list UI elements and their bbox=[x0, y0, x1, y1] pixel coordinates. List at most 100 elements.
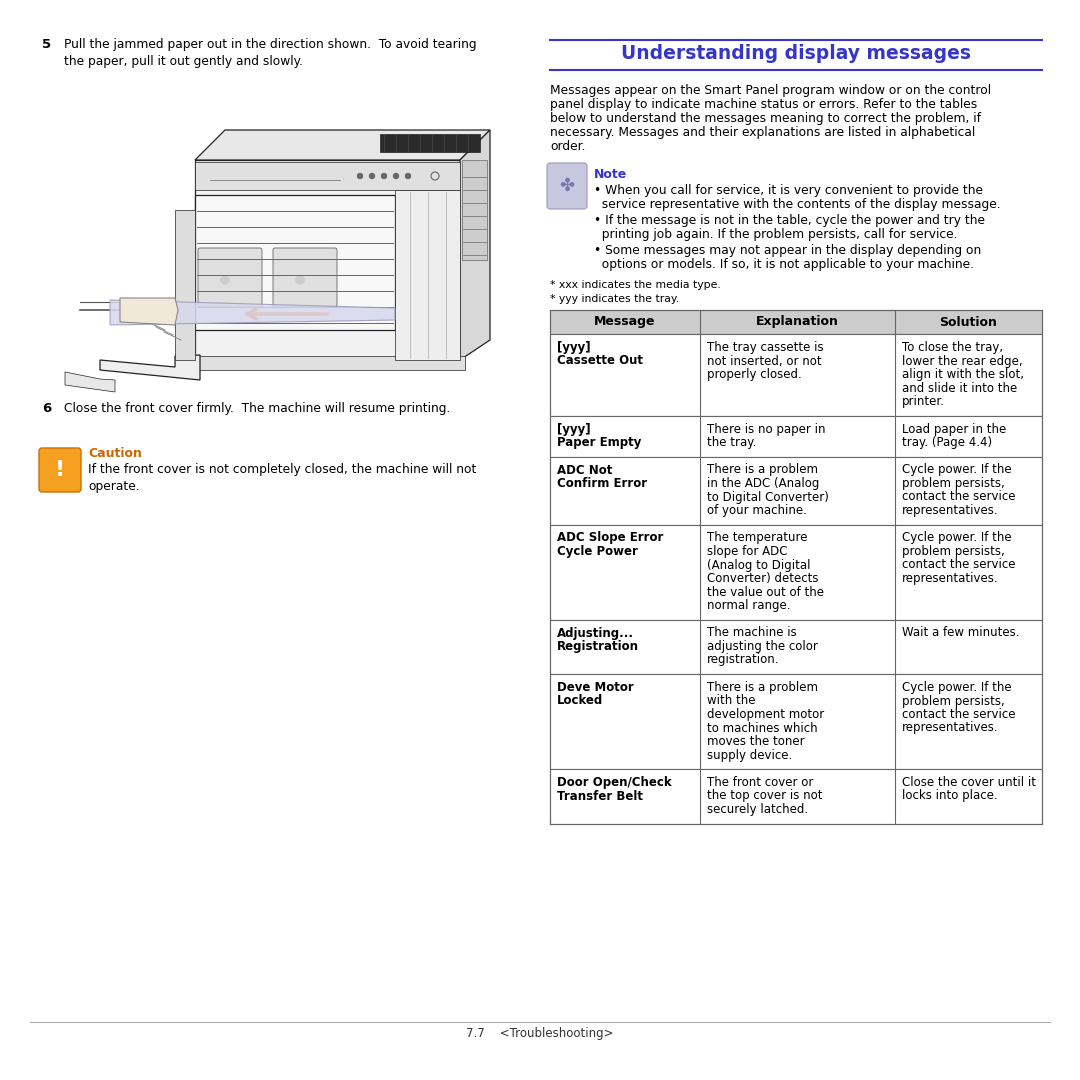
Text: Caution: Caution bbox=[87, 447, 141, 460]
Text: 6: 6 bbox=[42, 402, 51, 415]
Text: !: ! bbox=[55, 460, 65, 480]
Text: Close the front cover firmly.  The machine will resume printing.: Close the front cover firmly. The machin… bbox=[64, 402, 450, 415]
Text: Close the cover until it: Close the cover until it bbox=[902, 777, 1036, 789]
Text: with the: with the bbox=[707, 694, 756, 707]
FancyBboxPatch shape bbox=[550, 674, 1042, 769]
Text: problem persists,: problem persists, bbox=[902, 477, 1004, 490]
Text: printing job again. If the problem persists, call for service.: printing job again. If the problem persi… bbox=[594, 228, 958, 241]
Text: ADC Slope Error: ADC Slope Error bbox=[557, 531, 663, 544]
FancyBboxPatch shape bbox=[462, 160, 487, 260]
Text: The front cover or: The front cover or bbox=[707, 777, 813, 789]
Text: order.: order. bbox=[550, 140, 585, 153]
Polygon shape bbox=[120, 298, 178, 325]
Text: the value out of the: the value out of the bbox=[707, 585, 824, 598]
Text: options or models. If so, it is not applicable to your machine.: options or models. If so, it is not appl… bbox=[594, 258, 974, 271]
Text: • If the message is not in the table, cycle the power and try the: • If the message is not in the table, cy… bbox=[594, 214, 985, 227]
Text: representatives.: representatives. bbox=[902, 572, 999, 585]
Text: to machines which: to machines which bbox=[707, 721, 818, 734]
Text: The tray cassette is: The tray cassette is bbox=[707, 341, 824, 354]
FancyBboxPatch shape bbox=[198, 248, 262, 307]
Text: development motor: development motor bbox=[707, 708, 824, 721]
FancyBboxPatch shape bbox=[550, 769, 1042, 823]
Text: Transfer Belt: Transfer Belt bbox=[557, 789, 643, 802]
Text: of your machine.: of your machine. bbox=[707, 504, 807, 517]
FancyBboxPatch shape bbox=[273, 248, 337, 307]
Text: printer.: printer. bbox=[902, 395, 945, 408]
Polygon shape bbox=[460, 130, 490, 360]
Text: lower the rear edge,: lower the rear edge, bbox=[902, 354, 1023, 367]
Text: The temperature: The temperature bbox=[707, 531, 808, 544]
Text: Cycle power. If the: Cycle power. If the bbox=[902, 681, 1012, 694]
FancyBboxPatch shape bbox=[175, 210, 195, 360]
Text: normal range.: normal range. bbox=[707, 599, 791, 612]
Text: in the ADC (Analog: in the ADC (Analog bbox=[707, 477, 820, 490]
Text: Explanation: Explanation bbox=[756, 315, 839, 328]
Text: Solution: Solution bbox=[940, 315, 998, 328]
Text: * yyy indicates the tray.: * yyy indicates the tray. bbox=[550, 294, 679, 303]
Text: securely latched.: securely latched. bbox=[707, 804, 808, 816]
Text: Adjusting...: Adjusting... bbox=[557, 626, 634, 639]
FancyBboxPatch shape bbox=[380, 134, 480, 152]
Text: moves the toner: moves the toner bbox=[707, 735, 805, 748]
Text: Cycle power. If the: Cycle power. If the bbox=[902, 531, 1012, 544]
Text: ADC Not: ADC Not bbox=[557, 463, 612, 476]
Text: To close the tray,: To close the tray, bbox=[902, 341, 1003, 354]
Circle shape bbox=[357, 174, 363, 178]
Text: adjusting the color: adjusting the color bbox=[707, 640, 818, 653]
Text: Door Open/Check: Door Open/Check bbox=[557, 777, 672, 789]
Text: Cassette Out: Cassette Out bbox=[557, 354, 643, 367]
Circle shape bbox=[221, 276, 229, 284]
Circle shape bbox=[405, 174, 410, 178]
Text: 7.7    <Troubleshooting>: 7.7 <Troubleshooting> bbox=[467, 1026, 613, 1039]
Text: Deve Motor: Deve Motor bbox=[557, 681, 634, 694]
Text: * xxx indicates the media type.: * xxx indicates the media type. bbox=[550, 280, 720, 291]
FancyBboxPatch shape bbox=[395, 190, 460, 360]
Text: below to understand the messages meaning to correct the problem, if: below to understand the messages meaning… bbox=[550, 112, 981, 125]
Text: Wait a few minutes.: Wait a few minutes. bbox=[902, 626, 1020, 639]
Text: Understanding display messages: Understanding display messages bbox=[621, 44, 971, 63]
Circle shape bbox=[369, 174, 375, 178]
FancyBboxPatch shape bbox=[195, 195, 395, 330]
Text: Converter) detects: Converter) detects bbox=[707, 572, 819, 585]
Circle shape bbox=[381, 174, 387, 178]
Polygon shape bbox=[100, 355, 200, 380]
FancyBboxPatch shape bbox=[550, 620, 1042, 674]
Text: ✤: ✤ bbox=[559, 177, 575, 195]
Text: [yyy]: [yyy] bbox=[557, 422, 591, 435]
Text: [yyy]: [yyy] bbox=[557, 341, 591, 354]
Text: Load paper in the: Load paper in the bbox=[902, 422, 1007, 435]
Text: • When you call for service, it is very convenient to provide the: • When you call for service, it is very … bbox=[594, 184, 983, 197]
Text: Messages appear on the Smart Panel program window or on the control: Messages appear on the Smart Panel progr… bbox=[550, 84, 991, 97]
Text: Message: Message bbox=[594, 315, 656, 328]
FancyBboxPatch shape bbox=[550, 416, 1042, 457]
Text: There is a problem: There is a problem bbox=[707, 463, 818, 476]
Text: problem persists,: problem persists, bbox=[902, 694, 1004, 707]
FancyBboxPatch shape bbox=[39, 448, 81, 492]
FancyBboxPatch shape bbox=[550, 525, 1042, 620]
Polygon shape bbox=[195, 130, 490, 160]
FancyBboxPatch shape bbox=[550, 334, 1042, 416]
Text: Pull the jammed paper out in the direction shown.  To avoid tearing
the paper, p: Pull the jammed paper out in the directi… bbox=[64, 38, 476, 68]
Polygon shape bbox=[195, 160, 460, 360]
Text: contact the service: contact the service bbox=[902, 490, 1015, 503]
FancyBboxPatch shape bbox=[175, 356, 465, 370]
Text: align it with the slot,: align it with the slot, bbox=[902, 368, 1024, 381]
Text: Registration: Registration bbox=[557, 640, 639, 653]
Text: Confirm Error: Confirm Error bbox=[557, 477, 647, 490]
FancyBboxPatch shape bbox=[550, 310, 1042, 334]
Text: • Some messages may not appear in the display depending on: • Some messages may not appear in the di… bbox=[594, 244, 982, 257]
Text: problem persists,: problem persists, bbox=[902, 545, 1004, 558]
Text: contact the service: contact the service bbox=[902, 558, 1015, 571]
Text: Cycle power. If the: Cycle power. If the bbox=[902, 463, 1012, 476]
Text: Locked: Locked bbox=[557, 694, 604, 707]
Text: The machine is: The machine is bbox=[707, 626, 797, 639]
Text: There is no paper in: There is no paper in bbox=[707, 422, 825, 435]
Text: supply device.: supply device. bbox=[707, 748, 793, 761]
Text: contact the service: contact the service bbox=[902, 708, 1015, 721]
Text: (Analog to Digital: (Analog to Digital bbox=[707, 558, 810, 571]
Text: 5: 5 bbox=[42, 38, 51, 51]
Text: and slide it into the: and slide it into the bbox=[902, 381, 1017, 394]
Text: not inserted, or not: not inserted, or not bbox=[707, 354, 822, 367]
Circle shape bbox=[393, 174, 399, 178]
Text: Paper Empty: Paper Empty bbox=[557, 436, 642, 449]
